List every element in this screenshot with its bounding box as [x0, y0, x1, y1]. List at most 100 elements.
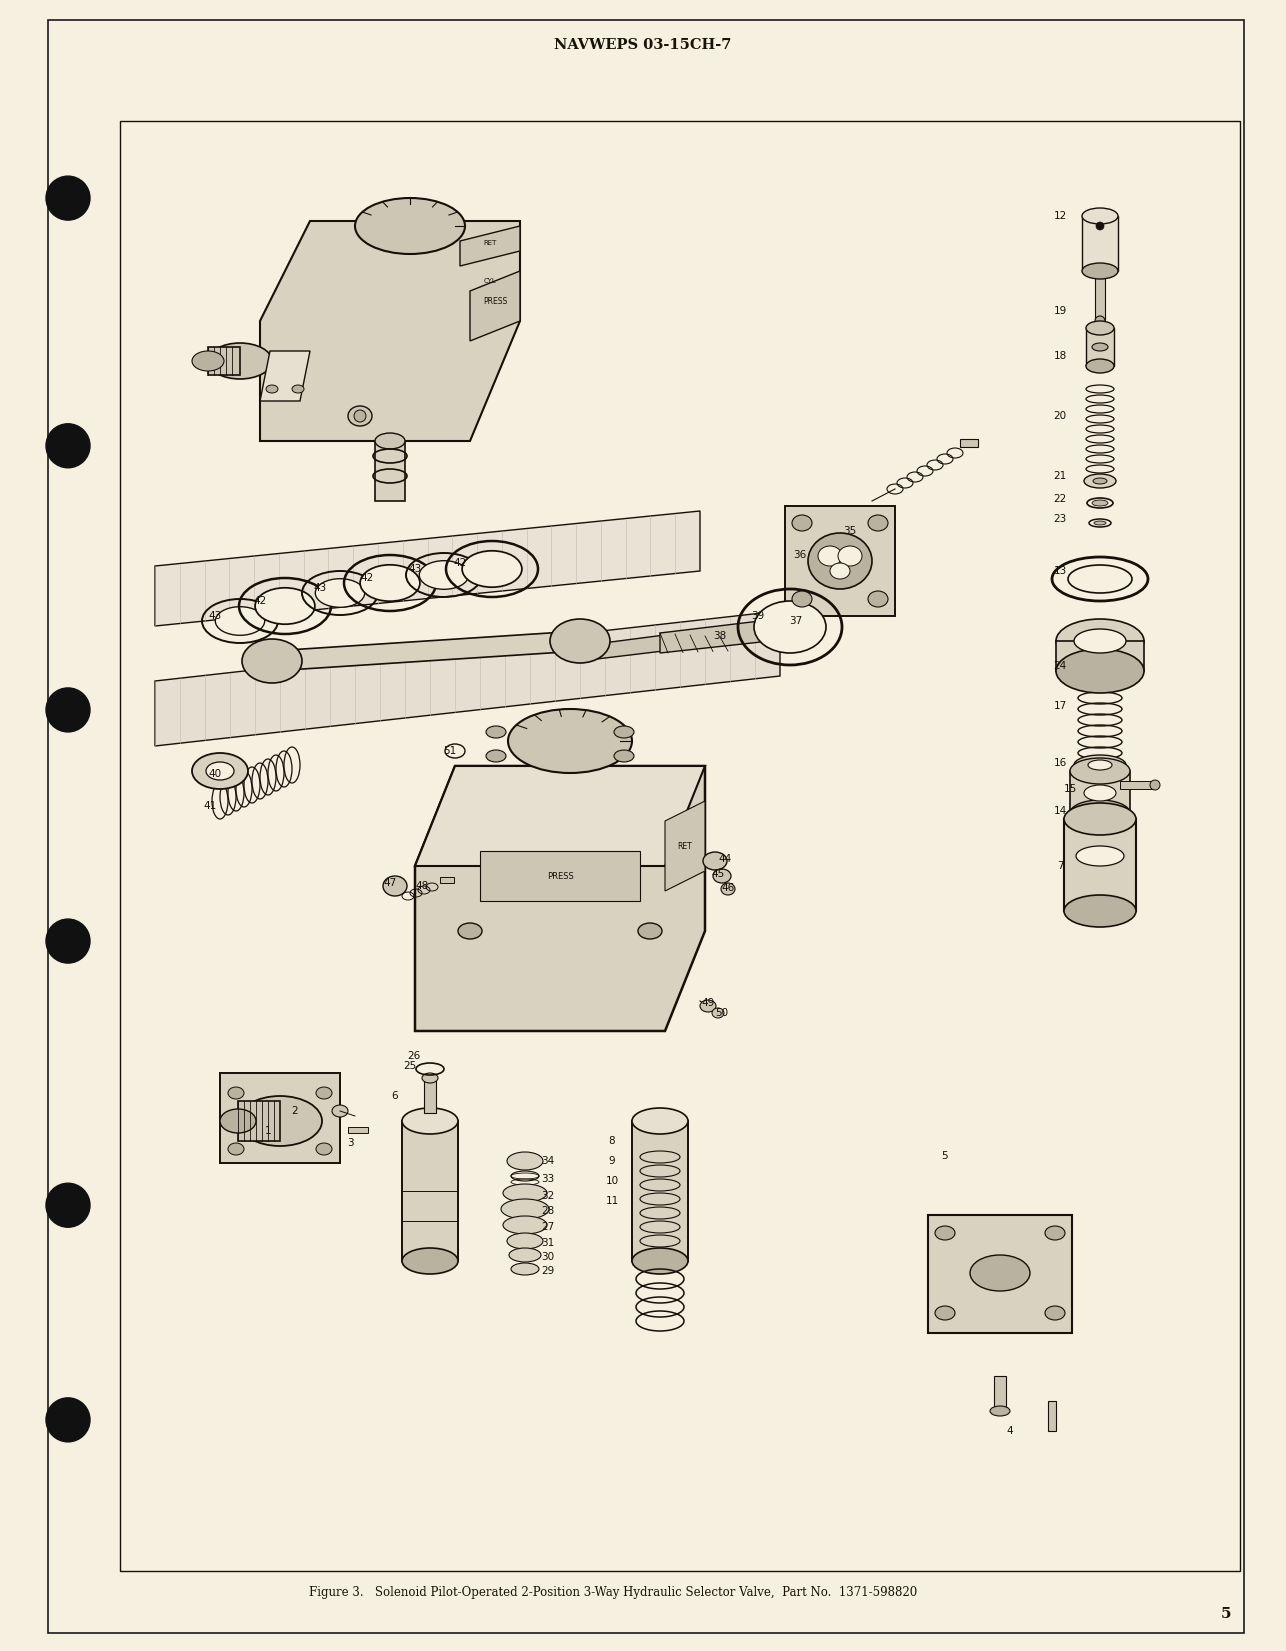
Text: 32: 32 — [541, 1190, 554, 1200]
Ellipse shape — [935, 1227, 955, 1240]
Ellipse shape — [509, 1248, 541, 1261]
Ellipse shape — [792, 515, 811, 532]
Ellipse shape — [238, 1096, 322, 1146]
Ellipse shape — [215, 606, 265, 636]
Ellipse shape — [1074, 755, 1127, 774]
Ellipse shape — [838, 546, 862, 566]
Ellipse shape — [1067, 565, 1132, 593]
Ellipse shape — [712, 1009, 724, 1019]
Ellipse shape — [1082, 263, 1118, 279]
Text: 23: 23 — [1053, 513, 1066, 523]
Ellipse shape — [700, 1001, 716, 1012]
Bar — [784, 505, 895, 616]
Ellipse shape — [868, 515, 889, 532]
Ellipse shape — [228, 1086, 244, 1100]
Ellipse shape — [316, 1142, 332, 1156]
Text: 42: 42 — [360, 573, 374, 583]
Ellipse shape — [403, 1108, 458, 1134]
Text: 30: 30 — [541, 1251, 554, 1261]
Ellipse shape — [1088, 759, 1112, 769]
Ellipse shape — [315, 580, 365, 608]
Polygon shape — [415, 766, 705, 1030]
Text: 28: 28 — [541, 1205, 554, 1217]
Bar — [928, 1215, 1073, 1332]
Text: 18: 18 — [1053, 352, 1066, 362]
Polygon shape — [480, 850, 640, 901]
Ellipse shape — [192, 753, 248, 789]
Circle shape — [46, 177, 90, 220]
Bar — [1064, 819, 1136, 911]
Ellipse shape — [935, 1306, 955, 1321]
Bar — [1070, 771, 1130, 812]
Bar — [424, 1078, 436, 1113]
Bar — [376, 441, 405, 500]
Polygon shape — [660, 621, 770, 654]
Text: 5: 5 — [941, 1151, 948, 1161]
Ellipse shape — [1084, 474, 1116, 489]
Ellipse shape — [360, 565, 421, 601]
Bar — [1085, 329, 1114, 367]
Ellipse shape — [792, 591, 811, 608]
Circle shape — [46, 920, 90, 963]
Bar — [961, 439, 977, 447]
Ellipse shape — [1093, 479, 1107, 484]
Ellipse shape — [458, 923, 482, 939]
Polygon shape — [415, 766, 705, 867]
Ellipse shape — [503, 1217, 547, 1233]
Text: 50: 50 — [715, 1009, 729, 1019]
Polygon shape — [156, 512, 700, 626]
Text: 39: 39 — [751, 611, 765, 621]
Circle shape — [46, 688, 90, 731]
Ellipse shape — [868, 591, 889, 608]
Ellipse shape — [376, 433, 405, 449]
Ellipse shape — [829, 563, 850, 580]
Ellipse shape — [503, 1184, 547, 1202]
Ellipse shape — [1096, 221, 1103, 229]
Polygon shape — [580, 632, 680, 660]
Ellipse shape — [1070, 801, 1130, 826]
Ellipse shape — [1085, 320, 1114, 335]
Ellipse shape — [1084, 784, 1116, 801]
Ellipse shape — [970, 1255, 1030, 1291]
Text: 19: 19 — [1053, 305, 1066, 315]
Bar — [1094, 276, 1105, 320]
Bar — [994, 1375, 1006, 1412]
Ellipse shape — [1056, 649, 1145, 693]
Bar — [631, 1121, 688, 1261]
Text: 43: 43 — [208, 611, 221, 621]
Text: 7: 7 — [1057, 862, 1064, 872]
Text: 48: 48 — [415, 882, 428, 892]
Text: CYL: CYL — [484, 277, 496, 284]
Ellipse shape — [1064, 895, 1136, 926]
Ellipse shape — [1064, 802, 1136, 835]
Ellipse shape — [208, 343, 273, 380]
Polygon shape — [260, 221, 520, 441]
Bar — [238, 1101, 280, 1141]
Ellipse shape — [403, 1248, 458, 1275]
Ellipse shape — [419, 561, 468, 589]
Polygon shape — [260, 352, 310, 401]
Bar — [1082, 216, 1118, 271]
Text: 4: 4 — [1007, 1426, 1013, 1436]
Text: 46: 46 — [721, 883, 734, 893]
Bar — [440, 877, 454, 883]
Ellipse shape — [990, 1407, 1010, 1417]
Bar — [349, 1128, 368, 1133]
Ellipse shape — [1046, 1306, 1065, 1321]
Text: 34: 34 — [541, 1156, 554, 1166]
Ellipse shape — [316, 1086, 332, 1100]
Circle shape — [46, 1398, 90, 1441]
Text: 13: 13 — [1053, 566, 1066, 576]
Ellipse shape — [355, 198, 466, 254]
Ellipse shape — [354, 409, 367, 423]
Ellipse shape — [808, 533, 872, 589]
Ellipse shape — [754, 601, 826, 654]
Text: 14: 14 — [1053, 806, 1066, 816]
Text: 31: 31 — [541, 1238, 554, 1248]
Ellipse shape — [1070, 758, 1130, 784]
Ellipse shape — [511, 1263, 539, 1275]
Text: 24: 24 — [1053, 660, 1066, 670]
Polygon shape — [469, 271, 520, 342]
Ellipse shape — [486, 750, 505, 763]
Polygon shape — [156, 611, 781, 746]
